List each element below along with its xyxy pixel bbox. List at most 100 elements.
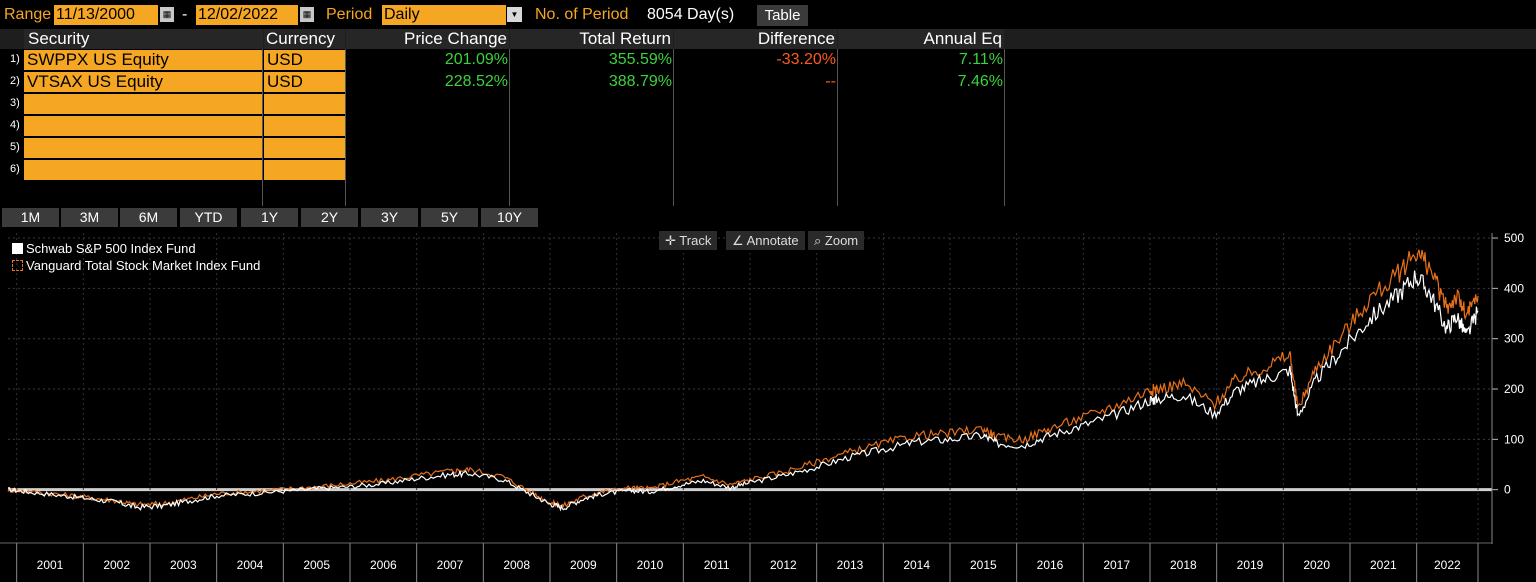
annotate-label: Annotate bbox=[746, 233, 799, 248]
range-button-3m[interactable]: 3M bbox=[61, 208, 118, 227]
currency-input[interactable] bbox=[264, 116, 345, 136]
legend-label-schwab: Schwab S&P 500 Index Fund bbox=[26, 241, 196, 256]
chevron-down-icon[interactable]: ▼ bbox=[507, 7, 522, 22]
header-annual-eq: Annual Eq bbox=[838, 29, 1004, 49]
zoom-tool[interactable]: ⌕ Zoom bbox=[808, 231, 865, 250]
row-number: 2) bbox=[10, 75, 20, 87]
price-change-value: 228.52% bbox=[444, 73, 508, 90]
header-currency: Currency bbox=[264, 29, 345, 49]
legend-item-vanguard: Vanguard Total Stock Market Index Fund bbox=[12, 258, 260, 273]
currency-input[interactable]: USD bbox=[264, 72, 345, 92]
y-tick-label: 400 bbox=[1504, 281, 1524, 295]
toolbar: Range 11/13/2000 ▦ - 12/02/2022 ▦ Period… bbox=[0, 0, 1536, 29]
annotate-tool[interactable]: ∠ Annotate bbox=[726, 231, 805, 250]
chart-axes: 0 100 200 300 400 500 2001 2002 2003 2004 2005 2006… bbox=[0, 231, 1524, 582]
table-button[interactable]: Table bbox=[757, 5, 808, 26]
legend-swatch-orange bbox=[12, 260, 23, 271]
difference-value: -33.20% bbox=[776, 51, 836, 68]
column-divider bbox=[1004, 49, 1005, 206]
range-button-6m[interactable]: 6M bbox=[120, 208, 177, 227]
x-tick-label: 2015 bbox=[970, 558, 997, 572]
legend-item-schwab: Schwab S&P 500 Index Fund bbox=[12, 241, 196, 256]
currency-input[interactable] bbox=[264, 160, 345, 180]
y-tick-label: 0 bbox=[1504, 483, 1511, 497]
range-button-ytd[interactable]: YTD bbox=[180, 208, 237, 227]
annual-eq-value: 7.46% bbox=[957, 73, 1003, 90]
x-tick-label: 2003 bbox=[170, 558, 197, 572]
row-number: 5) bbox=[10, 141, 20, 153]
legend-swatch-white bbox=[12, 243, 23, 254]
security-input[interactable] bbox=[24, 138, 262, 158]
crosshair-icon: ✛ bbox=[665, 233, 676, 248]
security-input[interactable] bbox=[24, 116, 262, 136]
range-dash: - bbox=[182, 6, 188, 23]
total-return-value: 388.79% bbox=[608, 73, 672, 90]
securities-table: Security Currency Price Change Total Ret… bbox=[0, 29, 1536, 206]
row-number: 6) bbox=[10, 163, 20, 175]
y-tick-label: 100 bbox=[1504, 432, 1524, 446]
magnifier-icon: ⌕ bbox=[814, 233, 822, 248]
row-number: 4) bbox=[10, 119, 20, 131]
end-date-field[interactable]: 12/02/2022 bbox=[196, 5, 298, 25]
start-date-field[interactable]: 11/13/2000 bbox=[54, 5, 158, 25]
chart-series bbox=[7, 249, 1479, 512]
annual-eq-value: 7.11% bbox=[958, 51, 1003, 68]
y-tick-label: 300 bbox=[1504, 332, 1524, 346]
range-button-1m[interactable]: 1M bbox=[2, 208, 59, 227]
x-tick-label: 2004 bbox=[237, 558, 264, 572]
range-label: Range bbox=[4, 6, 52, 23]
difference-value: -- bbox=[825, 73, 836, 90]
pencil-icon: ∠ bbox=[732, 233, 744, 248]
period-select[interactable]: Daily bbox=[382, 5, 506, 25]
track-label: Track bbox=[679, 233, 712, 248]
price-change-value: 201.09% bbox=[444, 51, 508, 68]
security-input[interactable] bbox=[24, 94, 262, 114]
column-divider bbox=[509, 49, 510, 206]
security-input[interactable] bbox=[24, 160, 262, 180]
range-button-3y[interactable]: 3Y bbox=[361, 208, 418, 227]
total-return-value: 355.59% bbox=[608, 51, 672, 68]
x-tick-label: 2018 bbox=[1170, 558, 1197, 572]
range-button-10y[interactable]: 10Y bbox=[481, 208, 538, 227]
series-line-schwab bbox=[8, 270, 1479, 512]
row-number: 3) bbox=[10, 97, 20, 109]
x-tick-label: 2010 bbox=[637, 558, 664, 572]
x-tick-label: 2016 bbox=[1037, 558, 1064, 572]
range-button-5y[interactable]: 5Y bbox=[421, 208, 478, 227]
start-calendar-icon[interactable]: ▦ bbox=[160, 7, 174, 22]
header-price-change: Price Change bbox=[346, 29, 509, 49]
currency-input[interactable]: USD bbox=[264, 50, 345, 70]
column-divider bbox=[837, 49, 838, 206]
x-tick-label: 2021 bbox=[1370, 558, 1397, 572]
range-button-2y[interactable]: 2Y bbox=[301, 208, 358, 227]
x-tick-label: 2019 bbox=[1237, 558, 1264, 572]
x-tick-label: 2013 bbox=[837, 558, 864, 572]
num-periods-value: 8054 Day(s) bbox=[647, 6, 735, 23]
track-tool[interactable]: ✛ Track bbox=[659, 231, 718, 250]
x-tick-label: 2001 bbox=[37, 558, 64, 572]
column-divider bbox=[345, 49, 346, 206]
x-tick-label: 2022 bbox=[1434, 558, 1461, 572]
period-label: Period bbox=[326, 6, 373, 23]
header-difference: Difference bbox=[674, 29, 837, 49]
x-tick-label: 2011 bbox=[704, 558, 730, 572]
currency-input[interactable] bbox=[264, 94, 345, 114]
security-input[interactable]: SWPPX US Equity bbox=[24, 50, 262, 70]
zoom-label: Zoom bbox=[824, 233, 859, 248]
x-tick-label: 2014 bbox=[903, 558, 930, 572]
x-tick-label: 2006 bbox=[370, 558, 397, 572]
x-tick-label: 2008 bbox=[503, 558, 530, 572]
x-tick-label: 2007 bbox=[437, 558, 464, 572]
header-security: Security bbox=[24, 29, 263, 49]
performance-chart[interactable]: 0 100 200 300 400 500 2001 2002 2003 2004 2005 2006… bbox=[0, 229, 1536, 582]
security-input[interactable]: VTSAX US Equity bbox=[24, 72, 262, 92]
x-tick-label: 2020 bbox=[1303, 558, 1330, 572]
y-tick-label: 200 bbox=[1504, 382, 1524, 396]
legend-label-vanguard: Vanguard Total Stock Market Index Fund bbox=[26, 258, 261, 273]
range-button-1y[interactable]: 1Y bbox=[241, 208, 298, 227]
y-tick-label: 500 bbox=[1504, 231, 1524, 245]
end-calendar-icon[interactable]: ▦ bbox=[300, 7, 314, 22]
chart-grid bbox=[8, 233, 1492, 540]
x-tick-label: 2017 bbox=[1103, 558, 1130, 572]
currency-input[interactable] bbox=[264, 138, 345, 158]
